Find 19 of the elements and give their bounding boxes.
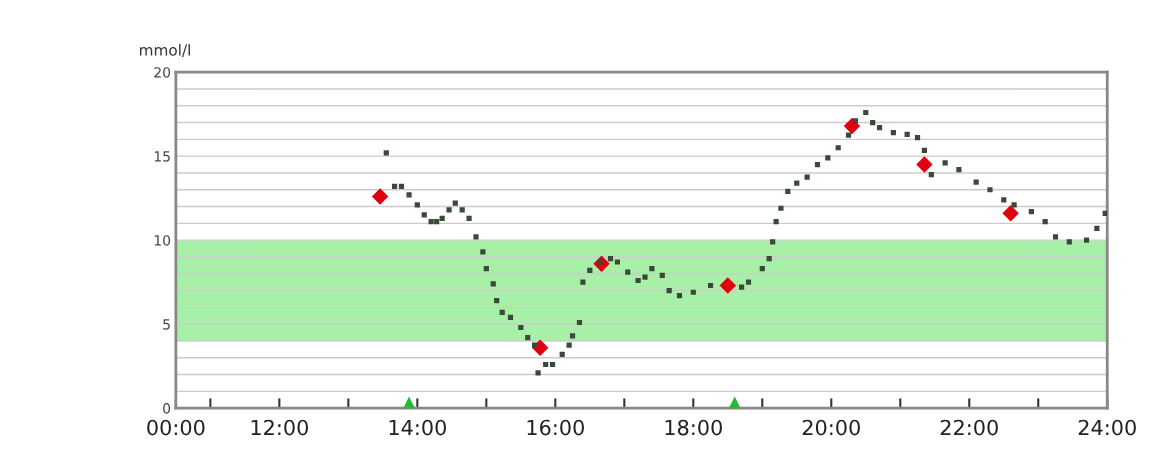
x-tick-label: 00:00	[147, 419, 205, 436]
point	[843, 117, 861, 135]
x-tick-label: 20:00	[802, 419, 860, 436]
point	[1002, 205, 1019, 222]
x-tick-label: 22:00	[940, 419, 998, 436]
x-tick-label: 18:00	[665, 419, 722, 436]
x-tick-label: 16:00	[527, 419, 584, 436]
x-tick-label: 24:00	[1078, 419, 1136, 436]
y-tick-label: 0	[163, 403, 171, 414]
x-tick-label: 14:00	[389, 419, 446, 436]
y-axis-title: mmol/l	[140, 43, 190, 57]
x-tick-label: 12:00	[251, 419, 308, 436]
y-tick-label: 15	[154, 151, 170, 162]
point	[719, 277, 737, 294]
y-tick-label: 10	[154, 235, 171, 246]
point	[916, 156, 933, 173]
point	[371, 188, 389, 205]
y-tick-label: 20	[154, 67, 171, 78]
y-tick-label: 5	[163, 319, 170, 330]
